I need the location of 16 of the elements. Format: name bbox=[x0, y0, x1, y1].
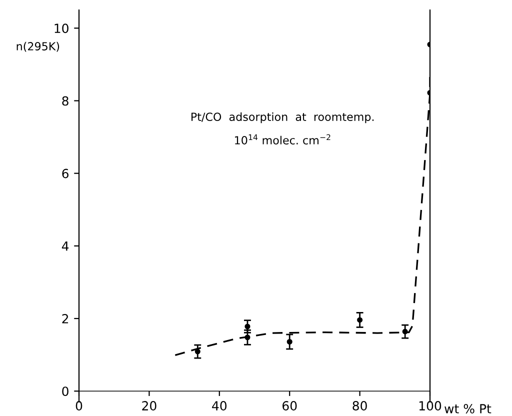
y-tick-label: 8 bbox=[62, 96, 68, 106]
x-tick-label: 80 bbox=[352, 401, 367, 411]
annotation: 10$^{14}$ molec. cm$^{−2}$ bbox=[235, 134, 330, 144]
y-tick-label: 4 bbox=[62, 242, 69, 251]
y-tick-label: 2 bbox=[62, 314, 68, 324]
y-tick-label: 6 bbox=[62, 168, 68, 178]
x-axis-title: wt % Pt bbox=[444, 404, 492, 414]
x-tick-label: 100 bbox=[419, 401, 442, 411]
x-tick-label: 60 bbox=[282, 401, 297, 411]
y-tick-label: 10 bbox=[54, 24, 68, 34]
y-axis-title: n(295K) bbox=[16, 42, 60, 52]
x-tick-label: 20 bbox=[142, 401, 156, 411]
y-tick-label: 0 bbox=[62, 386, 68, 396]
x-tick-label: 40 bbox=[212, 401, 227, 411]
x-tick-label: 0 bbox=[76, 401, 82, 411]
annotation: Pt/CO adsorption at roomtemp. bbox=[191, 112, 374, 124]
